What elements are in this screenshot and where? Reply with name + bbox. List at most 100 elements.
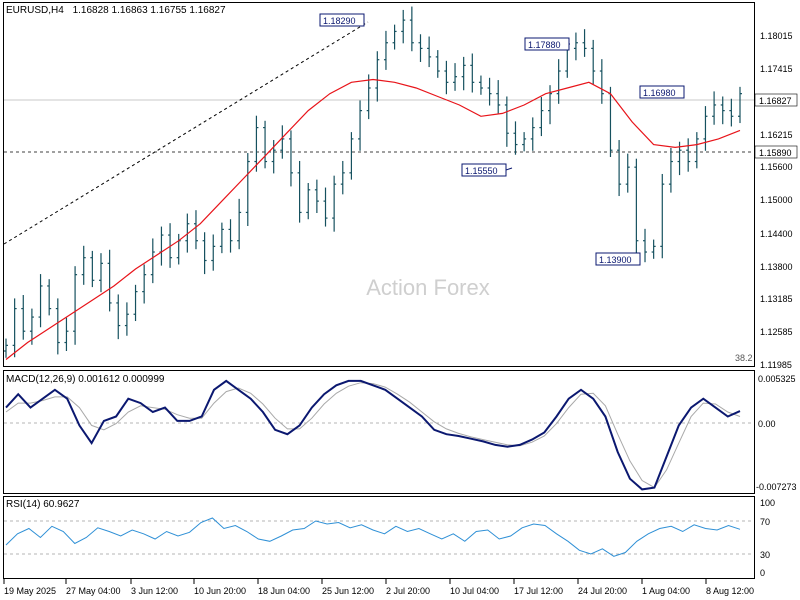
x-tick-label: 10 Jul 04:00 bbox=[450, 586, 499, 596]
ohlc-bar bbox=[38, 274, 43, 328]
current-price-label: 1.16827 bbox=[759, 96, 792, 106]
rsi-tick-label: 0 bbox=[760, 568, 765, 578]
macd-panel bbox=[3, 370, 755, 494]
ohlc-bar bbox=[375, 51, 380, 102]
price-tick-label: 1.17415 bbox=[760, 64, 793, 74]
ohlc-bar bbox=[738, 86, 742, 124]
ohlc-bar bbox=[323, 187, 328, 227]
ohlc-bar bbox=[539, 97, 544, 137]
ohlc-bar bbox=[556, 59, 561, 104]
ohlc-bar bbox=[643, 228, 648, 263]
price-tick-label: 1.18015 bbox=[760, 31, 793, 41]
ohlc-bar bbox=[703, 106, 708, 151]
ohlc-bar bbox=[591, 39, 596, 85]
ohlc-bar bbox=[142, 264, 147, 304]
rsi-title: RSI(14) 60.9627 bbox=[6, 499, 80, 510]
ohlc-bar bbox=[504, 96, 509, 147]
ohlc-bar bbox=[435, 50, 440, 78]
ohlc-bar bbox=[211, 234, 216, 271]
ohlc-bar bbox=[496, 80, 501, 114]
x-tick-label: 17 Jul 12:00 bbox=[514, 586, 563, 596]
ohlc-bar bbox=[461, 56, 466, 91]
macd-tick-label: -0.007273 bbox=[756, 482, 797, 492]
ohlc-bar bbox=[548, 85, 553, 125]
ohlc-bar bbox=[193, 210, 198, 250]
x-tick-label: 25 Jun 12:00 bbox=[322, 586, 374, 596]
level-price-label: 1.15890 bbox=[759, 148, 792, 158]
price-tick-label: 1.11985 bbox=[760, 360, 792, 370]
price-annotation: 1.15550 bbox=[461, 163, 513, 177]
ohlc-bar bbox=[366, 74, 371, 120]
ohlc-bar bbox=[254, 115, 259, 172]
price-tick-label: 1.16215 bbox=[760, 130, 793, 140]
ohlc-bar bbox=[228, 219, 233, 253]
x-tick-label: 27 May 04:00 bbox=[66, 586, 121, 596]
watermark: Action Forex bbox=[366, 275, 490, 300]
ohlc-readout: 1.16828 1.16863 1.16755 1.16827 bbox=[73, 5, 226, 16]
ohlc-bar bbox=[47, 279, 52, 316]
ohlc-bar bbox=[73, 266, 78, 345]
ohlc-bar bbox=[271, 140, 276, 174]
ohlc-bar bbox=[625, 153, 630, 193]
x-tick-label: 10 Jun 20:00 bbox=[194, 586, 246, 596]
rsi-panel bbox=[3, 496, 755, 579]
rsi-line bbox=[5, 517, 741, 557]
rsi-tick-label: 30 bbox=[760, 550, 770, 560]
macd-tick-label: 0.005325 bbox=[758, 374, 796, 384]
ohlc-bar bbox=[444, 60, 449, 95]
annotation-label: 1.18290 bbox=[323, 16, 356, 26]
annotation-label: 1.13900 bbox=[599, 255, 632, 265]
ohlc-bar bbox=[582, 29, 587, 57]
ohlc-bar bbox=[340, 160, 345, 195]
ohlc-bar bbox=[487, 77, 492, 106]
moving-average-line bbox=[5, 78, 741, 360]
x-tick-label: 19 May 2025 bbox=[4, 586, 56, 596]
ohlc-bar bbox=[21, 295, 26, 340]
ohlc-bar bbox=[358, 100, 363, 151]
rsi-tick-label: 70 bbox=[760, 517, 770, 527]
ohlc-bar bbox=[694, 132, 699, 169]
ohlc-bar bbox=[12, 298, 17, 358]
ohlc-bar bbox=[297, 160, 302, 223]
price-tick-label: 1.14400 bbox=[760, 229, 793, 239]
annotation-label: 1.16980 bbox=[643, 88, 676, 98]
ohlc-bar bbox=[219, 222, 224, 254]
ohlc-bar bbox=[712, 91, 717, 125]
ohlc-bar bbox=[478, 75, 483, 95]
ohlc-bar bbox=[634, 158, 639, 255]
ohlc-bar bbox=[668, 147, 673, 193]
ohlc-bar bbox=[453, 63, 458, 91]
ohlc-bar bbox=[185, 213, 190, 253]
ohlc-bar bbox=[530, 117, 535, 151]
x-tick-label: 1 Aug 04:00 bbox=[642, 586, 690, 596]
ohlc-bar bbox=[573, 32, 578, 61]
ohlc-bar bbox=[599, 59, 604, 104]
ohlc-bar bbox=[332, 175, 337, 232]
macd-tick-label: 0.00 bbox=[758, 419, 776, 429]
ohlc-bar bbox=[107, 249, 112, 312]
ohlc-bar bbox=[409, 6, 414, 52]
current-price-badge bbox=[754, 93, 798, 107]
ohlc-bar bbox=[64, 317, 69, 352]
ohlc-bar bbox=[90, 250, 95, 288]
ohlc-bar bbox=[617, 140, 622, 197]
level-badge bbox=[754, 145, 798, 159]
ohlc-bar bbox=[288, 130, 293, 187]
ohlc-bar bbox=[55, 298, 60, 355]
price-tick-label: 1.15600 bbox=[760, 162, 793, 172]
ohlc-bar bbox=[29, 308, 34, 345]
trend-line bbox=[3, 21, 369, 245]
ohlc-bar bbox=[202, 232, 207, 275]
ohlc-bar bbox=[314, 179, 319, 213]
price-tick-label: 1.13185 bbox=[760, 294, 793, 304]
fib-label: 38.2 bbox=[735, 353, 753, 363]
price-tick-label: 1.13800 bbox=[760, 262, 793, 272]
ohlc-bar bbox=[383, 30, 388, 70]
ohlc-bar bbox=[116, 294, 121, 340]
x-tick-label: 3 Jun 12:00 bbox=[131, 586, 178, 596]
ohlc-bar bbox=[4, 338, 8, 358]
ohlc-bar bbox=[392, 24, 397, 50]
price-header: EURUSD,H4 1.16828 1.16863 1.16755 1.1682… bbox=[6, 5, 226, 16]
ohlc-bar bbox=[427, 36, 432, 68]
ohlc-bar bbox=[401, 9, 406, 44]
